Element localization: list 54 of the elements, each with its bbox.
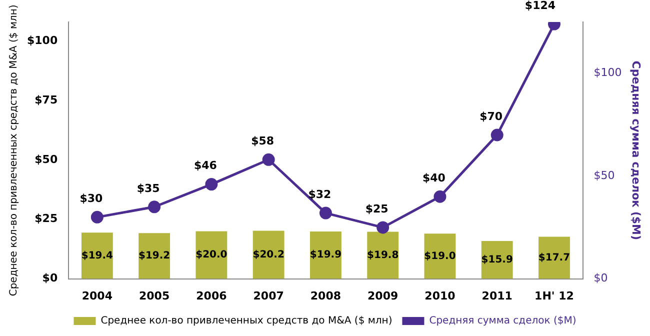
y2-tick-label: $0: [594, 272, 608, 285]
point: [319, 206, 332, 220]
data-label: $32: [308, 188, 332, 201]
y2-axis-title: Средняя сумма сделок ($M): [630, 60, 643, 240]
point: [434, 190, 446, 203]
bar: [81, 232, 113, 279]
x-tick-label: 2009: [368, 289, 398, 302]
point: [262, 153, 275, 166]
point: [148, 200, 161, 214]
y-tick-label: $25: [34, 212, 58, 226]
bar: [310, 231, 342, 279]
data-label: $30: [80, 192, 104, 206]
y-axis-title: Среднее кол-во привлеченных средств до M&A ($ млн): [8, 4, 20, 296]
y2-tick-label: $100: [594, 66, 622, 80]
y2-tick-label: $50: [594, 168, 615, 182]
data-label: $19.4: [81, 250, 114, 262]
legend-label: Средняя сумма сделок ($M): [429, 316, 576, 327]
x-tick-label: 2011: [482, 289, 512, 302]
y-tick-label: $0: [42, 272, 58, 285]
x-tick-label: 2004: [82, 289, 113, 302]
x-tick-label: 2008: [310, 289, 342, 302]
x-tick-label: 2005: [139, 289, 170, 302]
legend-label: Среднее кол-во привлеченных средств до M&A ($ млн): [100, 316, 392, 327]
bar: [252, 230, 284, 279]
bar: [196, 231, 228, 279]
x-tick-label: 1H' 12: [534, 289, 574, 302]
data-label: $20.2: [252, 249, 284, 260]
bar: [367, 232, 399, 279]
data-label: $20.0: [196, 250, 228, 261]
data-label: $19.2: [138, 250, 170, 262]
y-tick-label: $50: [34, 152, 58, 166]
data-label: $19.0: [424, 250, 456, 262]
data-label: $15.9: [481, 254, 513, 266]
point: [490, 128, 504, 142]
data-label: $70: [480, 110, 503, 123]
point: [376, 221, 390, 234]
data-label: $19.9: [310, 250, 342, 261]
x-tick-label: 2007: [253, 289, 284, 302]
data-label: $17.7: [538, 252, 570, 264]
y-tick-label: $100: [26, 34, 58, 47]
bar: [138, 233, 170, 279]
data-label: $46: [194, 159, 218, 172]
x-tick-label: 2010: [424, 289, 456, 302]
point: [205, 178, 218, 191]
y-tick-label: $75: [34, 93, 58, 106]
data-label: $19.8: [367, 250, 399, 261]
point: [90, 210, 104, 224]
data-label: $25: [365, 202, 388, 216]
data-label: $58: [251, 134, 274, 148]
data-label: $124: [524, 0, 556, 12]
bar: [538, 236, 570, 279]
data-label: $40: [422, 171, 446, 184]
data-label: $35: [136, 182, 160, 195]
x-tick-label: 2006: [196, 289, 228, 302]
